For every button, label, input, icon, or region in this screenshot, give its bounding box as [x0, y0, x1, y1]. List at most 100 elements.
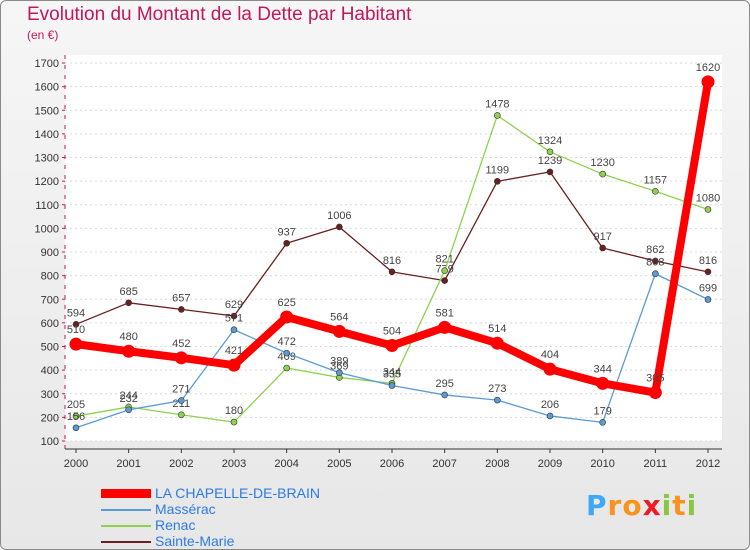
data-label: 808: [646, 257, 664, 269]
y-tick-label: 1600: [35, 82, 59, 94]
data-label: 1239: [538, 155, 562, 167]
y-tick-label: 400: [41, 365, 59, 377]
x-tick-label: 2009: [538, 458, 562, 470]
y-tick-label: 500: [41, 342, 59, 354]
chart-title: Evolution du Montant de la Dette par Hab…: [27, 4, 412, 25]
data-point: [280, 310, 294, 324]
data-point: [388, 268, 396, 276]
legend-item-la-chapelle-de-brain: LA CHAPELLE-DE-BRAIN: [101, 485, 401, 501]
data-label: 1080: [696, 192, 720, 204]
data-label: 657: [172, 292, 190, 304]
data-point: [336, 223, 343, 231]
legend-label: Renac: [155, 517, 196, 533]
x-tick-label: 2006: [380, 458, 404, 470]
data-point: [227, 358, 241, 372]
data-point: [332, 324, 346, 338]
data-label: 514: [488, 323, 506, 335]
legend-label: Massérac: [155, 501, 216, 517]
data-label: 816: [699, 255, 717, 267]
data-point: [230, 326, 238, 334]
data-label: 594: [67, 307, 85, 319]
data-point: [178, 306, 185, 313]
data-point: [178, 397, 185, 404]
data-label: 335: [383, 368, 401, 380]
data-label: 571: [225, 313, 243, 325]
data-label: 1230: [590, 157, 614, 169]
data-point: [652, 257, 659, 265]
data-label: 179: [593, 405, 611, 417]
data-label: 232: [119, 393, 137, 405]
data-point: [336, 369, 343, 377]
x-tick-label: 2010: [590, 458, 614, 470]
y-tick-label: 1200: [35, 176, 59, 188]
data-point: [652, 270, 659, 278]
legend-item-masserac: Massérac: [101, 501, 401, 517]
data-label: 271: [172, 384, 190, 396]
x-tick-label: 2007: [432, 458, 456, 470]
data-point: [72, 412, 80, 420]
data-point: [125, 299, 132, 307]
data-point: [441, 267, 448, 274]
data-label: 404: [541, 349, 559, 361]
data-label: 344: [593, 363, 611, 375]
plot-area: [65, 55, 722, 441]
data-point: [648, 386, 662, 400]
data-label: 421: [225, 345, 243, 357]
data-label: 1478: [485, 98, 509, 110]
data-point: [546, 148, 554, 156]
data-point: [494, 178, 501, 185]
chart-subtitle: (en €): [27, 28, 59, 42]
logo-letter: P: [586, 489, 608, 522]
data-label: 1199: [486, 164, 510, 176]
y-tick-label: 800: [41, 271, 59, 283]
data-point: [543, 362, 557, 376]
legend-label: Sainte-Marie: [155, 533, 235, 549]
data-label: 629: [225, 299, 243, 311]
y-tick-label: 1100: [35, 200, 59, 212]
data-label: 1324: [538, 135, 562, 147]
data-point: [438, 320, 452, 334]
logo-letter: r: [607, 489, 623, 522]
data-label: 273: [488, 383, 506, 395]
data-label: 295: [435, 378, 453, 390]
data-point: [283, 364, 290, 372]
y-tick-label: 1400: [35, 129, 59, 141]
data-label: 180: [225, 405, 243, 417]
data-point: [494, 396, 501, 404]
data-label: 685: [119, 286, 137, 298]
y-tick-label: 300: [41, 389, 59, 401]
data-point: [230, 312, 238, 320]
data-point: [494, 112, 501, 119]
legend-swatch: [101, 489, 151, 498]
data-point: [174, 351, 188, 365]
x-tick-label: 2008: [485, 458, 509, 470]
data-label: 510: [67, 324, 85, 336]
y-tick-label: 100: [41, 436, 59, 448]
legend-swatch: [101, 525, 151, 527]
data-label: 504: [383, 326, 401, 338]
data-point: [546, 168, 554, 176]
y-tick-label: 700: [41, 294, 59, 306]
data-label: 1157: [644, 174, 668, 186]
data-label: 480: [119, 331, 137, 343]
data-point: [599, 170, 606, 178]
data-point: [122, 344, 136, 358]
data-label: 409: [277, 351, 295, 363]
data-label: 1006: [327, 210, 351, 222]
y-tick-label: 900: [41, 247, 59, 259]
y-tick-label: 1300: [35, 153, 59, 165]
x-tick-label: 2000: [64, 458, 88, 470]
data-point: [72, 320, 80, 328]
data-label: 305: [646, 373, 664, 385]
x-tick-label: 2012: [696, 458, 720, 470]
data-label: 1620: [696, 62, 720, 74]
data-point: [546, 412, 554, 420]
x-tick-label: 2002: [169, 458, 193, 470]
data-point: [652, 187, 659, 195]
data-label: 244: [119, 390, 137, 402]
data-point: [230, 418, 238, 426]
data-label: 564: [330, 311, 348, 323]
data-label: 581: [435, 307, 453, 319]
